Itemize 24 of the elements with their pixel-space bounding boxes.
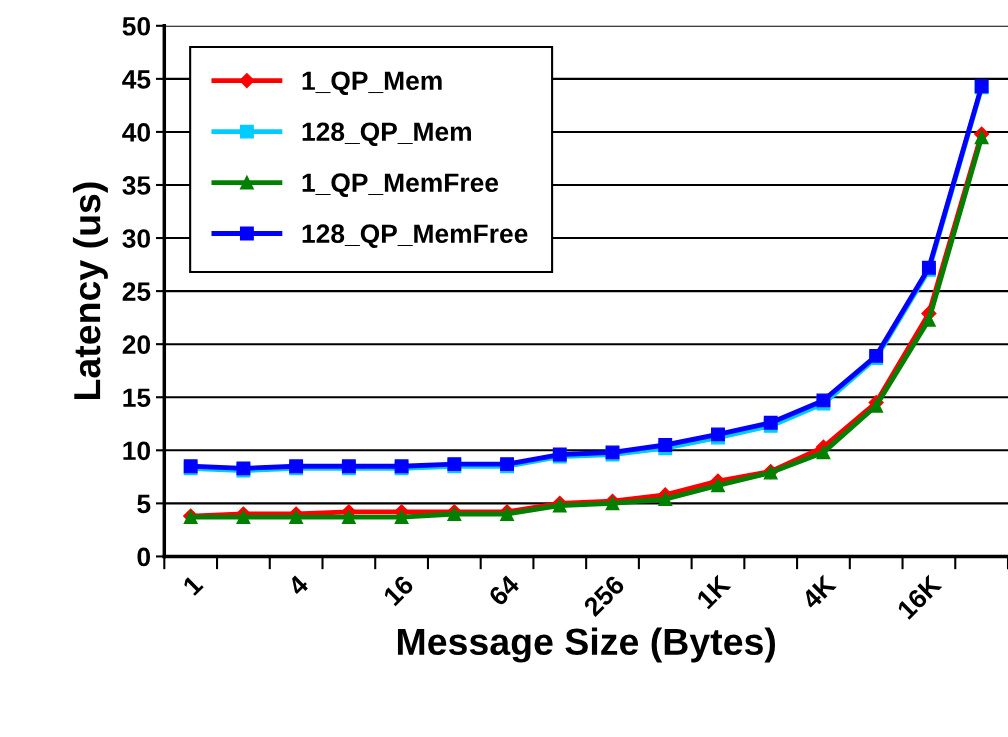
y-tick-label: 30 xyxy=(122,229,151,248)
x-tick-label: 1 xyxy=(182,574,204,596)
legend-label: 1_QP_Mem xyxy=(302,71,442,96)
y-axis-title: Latency (us) xyxy=(72,182,108,400)
x-tick-label: 1K xyxy=(695,573,732,610)
y-tick-label: 50 xyxy=(122,16,151,36)
x-tick-label: 256 xyxy=(582,574,626,618)
y-tick-label: 45 xyxy=(122,70,151,89)
y-tick-label: 35 xyxy=(122,176,151,195)
y-tick-label: 40 xyxy=(122,123,151,142)
x-tick-label: 4 xyxy=(286,573,310,597)
y-tick-label: 5 xyxy=(137,494,151,514)
x-tick-label: 4K xyxy=(800,573,837,611)
x-tick-label: 16 xyxy=(382,574,415,607)
legend-label: 128_QP_Mem xyxy=(302,122,471,146)
y-tick-label: 25 xyxy=(122,282,151,301)
y-tick-label: 10 xyxy=(123,441,151,461)
y-tick-label: 15 xyxy=(123,388,151,408)
y-tick-label: 0 xyxy=(137,547,151,567)
legend-label: 128_QP_MemFree xyxy=(302,224,528,248)
legend-label: 1_QP_MemFree xyxy=(302,173,499,197)
x-axis-title: Message Size (Bytes) xyxy=(397,627,776,663)
x-tick-label: 64 xyxy=(487,573,521,607)
y-tick-label: 20 xyxy=(122,335,151,354)
